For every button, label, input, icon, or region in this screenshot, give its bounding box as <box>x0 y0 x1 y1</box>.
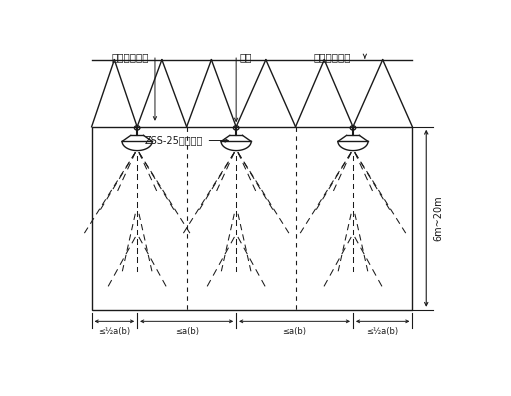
Text: 天花（梁底）: 天花（梁底） <box>111 52 149 62</box>
Text: ≤½a(b): ≤½a(b) <box>98 327 130 336</box>
Text: ≤a(b): ≤a(b) <box>175 327 199 336</box>
Text: 楼板（屋面）: 楼板（屋面） <box>313 52 351 62</box>
Text: ≤½a(b): ≤½a(b) <box>366 327 399 336</box>
Text: 6m~20m: 6m~20m <box>433 196 444 241</box>
Text: ZSS-25灭火装置: ZSS-25灭火装置 <box>145 135 203 145</box>
Text: ≤a(b): ≤a(b) <box>283 327 307 336</box>
Text: 水管: 水管 <box>240 52 252 62</box>
